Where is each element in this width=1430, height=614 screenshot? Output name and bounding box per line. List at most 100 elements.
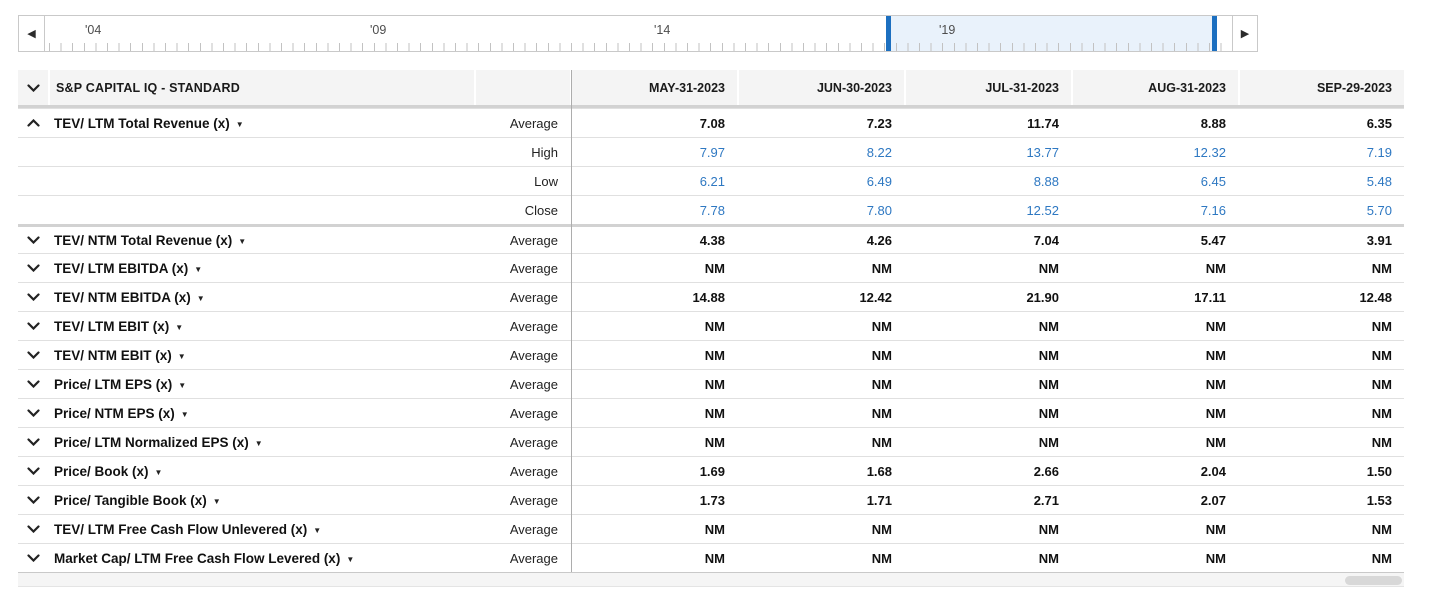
expand-row-toggle[interactable] <box>18 312 48 340</box>
metric-label[interactable]: TEV/ NTM Total Revenue (x) <box>54 233 232 248</box>
cell-value: NM <box>1071 399 1238 427</box>
table-row: Price/ Tangible Book (x) ▼ Average 1.73 … <box>18 485 1404 514</box>
cell-value: 8.88 <box>1071 109 1238 137</box>
expand-row-toggle[interactable] <box>18 486 48 514</box>
column-header: JUL-31-2023 <box>904 70 1071 105</box>
stat-label: Average <box>474 457 570 485</box>
caret-down-icon[interactable]: ▼ <box>346 555 354 564</box>
cell-value: 17.11 <box>1071 283 1238 311</box>
cell-value: 2.04 <box>1071 457 1238 485</box>
timeline-year-label: '04 <box>85 23 101 37</box>
cell-value: NM <box>737 312 904 340</box>
metric-label[interactable]: TEV/ LTM Total Revenue (x) <box>54 116 230 131</box>
table-row: TEV/ LTM EBIT (x) ▼ Average NM NM NM NM … <box>18 311 1404 340</box>
multiples-table: S&P CAPITAL IQ - STANDARD MAY-31-2023 JU… <box>18 70 1404 572</box>
metric-label[interactable]: TEV/ LTM Free Cash Flow Unlevered (x) <box>54 522 307 537</box>
table-row: TEV/ LTM Free Cash Flow Unlevered (x) ▼ … <box>18 514 1404 543</box>
timeline-left-handle[interactable] <box>886 16 891 51</box>
collapse-all-toggle[interactable] <box>18 70 48 105</box>
cell-value: 4.38 <box>570 227 737 253</box>
cell-value: NM <box>904 544 1071 572</box>
table-row: TEV/ NTM EBITDA (x) ▼ Average 14.88 12.4… <box>18 282 1404 311</box>
caret-down-icon[interactable]: ▼ <box>181 410 189 419</box>
caret-down-icon[interactable]: ▼ <box>178 381 186 390</box>
table-row: TEV/ NTM EBIT (x) ▼ Average NM NM NM NM … <box>18 340 1404 369</box>
timeline-ruler[interactable]: '04 '09 '14 '19 <box>45 16 1232 51</box>
timeline-right-handle[interactable] <box>1212 16 1217 51</box>
metric-label[interactable]: Price/ LTM EPS (x) <box>54 377 172 392</box>
timeline-ticks <box>49 43 1232 51</box>
table-row: Price/ Book (x) ▼ Average 1.69 1.68 2.66… <box>18 456 1404 485</box>
collapse-row-toggle[interactable] <box>18 109 48 137</box>
cell-value: NM <box>1071 544 1238 572</box>
expand-row-toggle[interactable] <box>18 283 48 311</box>
cell-value: 1.53 <box>1238 486 1404 514</box>
caret-down-icon[interactable]: ▼ <box>313 526 321 535</box>
expand-row-toggle[interactable] <box>18 370 48 398</box>
expand-row-toggle[interactable] <box>18 227 48 253</box>
caret-down-icon[interactable]: ▼ <box>255 439 263 448</box>
chevron-down-icon <box>27 438 40 446</box>
cell-value: 1.71 <box>737 486 904 514</box>
cell-value: 12.32 <box>1071 138 1238 166</box>
cell-value: NM <box>904 370 1071 398</box>
cell-value: NM <box>737 399 904 427</box>
table-subrow: High 7.97 8.22 13.77 12.32 7.19 <box>18 137 1404 166</box>
expand-row-toggle[interactable] <box>18 544 48 572</box>
stat-label: Average <box>474 283 570 311</box>
stat-label: Average <box>474 312 570 340</box>
caret-down-icon[interactable]: ▼ <box>213 497 221 506</box>
column-header: AUG-31-2023 <box>1071 70 1238 105</box>
timeline-next-button[interactable]: ▶ <box>1232 16 1257 51</box>
cell-value: NM <box>737 254 904 282</box>
caret-down-icon[interactable]: ▼ <box>194 265 202 274</box>
metric-label[interactable]: TEV/ NTM EBIT (x) <box>54 348 172 363</box>
caret-down-icon[interactable]: ▼ <box>175 323 183 332</box>
caret-down-icon[interactable]: ▼ <box>236 120 244 129</box>
cell-value: 5.48 <box>1238 167 1404 195</box>
horizontal-scrollbar-track[interactable] <box>18 572 1404 587</box>
chevron-down-icon <box>27 293 40 301</box>
table-subrow: Close 7.78 7.80 12.52 7.16 5.70 <box>18 195 1404 224</box>
stat-label: Close <box>474 196 570 224</box>
cell-value: 21.90 <box>904 283 1071 311</box>
timeline-prev-button[interactable]: ◀ <box>19 16 45 51</box>
timeline-scrubber: ◀ '04 '09 '14 '19 ▶ <box>18 15 1258 52</box>
caret-down-icon[interactable]: ▼ <box>197 294 205 303</box>
cell-value: 11.74 <box>904 109 1071 137</box>
stat-label: Average <box>474 399 570 427</box>
expand-row-toggle[interactable] <box>18 515 48 543</box>
expand-row-toggle[interactable] <box>18 457 48 485</box>
cell-value: NM <box>904 341 1071 369</box>
cell-value: NM <box>1071 312 1238 340</box>
cell-value: 1.69 <box>570 457 737 485</box>
metric-label[interactable]: Price/ Book (x) <box>54 464 149 479</box>
expand-row-toggle[interactable] <box>18 254 48 282</box>
cell-value: NM <box>904 515 1071 543</box>
metric-label[interactable]: Price/ LTM Normalized EPS (x) <box>54 435 249 450</box>
caret-down-icon[interactable]: ▼ <box>155 468 163 477</box>
cell-value: 7.97 <box>570 138 737 166</box>
chevron-down-icon <box>27 322 40 330</box>
horizontal-scrollbar-thumb[interactable] <box>1345 576 1402 585</box>
metric-label[interactable]: TEV/ NTM EBITDA (x) <box>54 290 191 305</box>
cell-value: 8.22 <box>737 138 904 166</box>
metric-label[interactable]: Market Cap/ LTM Free Cash Flow Levered (… <box>54 551 340 566</box>
metric-label[interactable]: Price/ Tangible Book (x) <box>54 493 207 508</box>
cell-value: 2.66 <box>904 457 1071 485</box>
cell-value: NM <box>1238 428 1404 456</box>
expand-row-toggle[interactable] <box>18 428 48 456</box>
caret-down-icon[interactable]: ▼ <box>238 237 246 246</box>
metric-label[interactable]: TEV/ LTM EBITDA (x) <box>54 261 188 276</box>
caret-down-icon[interactable]: ▼ <box>178 352 186 361</box>
cell-value: 7.08 <box>570 109 737 137</box>
cell-value: NM <box>1071 515 1238 543</box>
expand-row-toggle[interactable] <box>18 341 48 369</box>
metric-label[interactable]: Price/ NTM EPS (x) <box>54 406 175 421</box>
cell-value: 13.77 <box>904 138 1071 166</box>
cell-value: NM <box>1238 341 1404 369</box>
metric-label[interactable]: TEV/ LTM EBIT (x) <box>54 319 169 334</box>
expand-row-toggle[interactable] <box>18 399 48 427</box>
chevron-down-icon <box>27 84 40 92</box>
stat-label: Average <box>474 515 570 543</box>
